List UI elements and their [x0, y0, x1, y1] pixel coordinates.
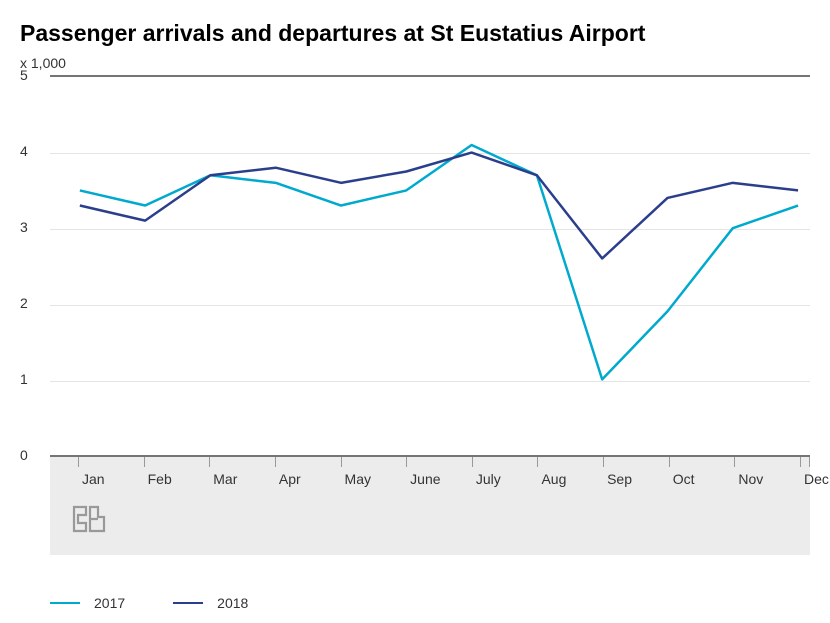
x-tick-mark: [341, 457, 342, 467]
x-tick-label: Feb: [148, 471, 172, 487]
chart-subtitle: x 1,000: [20, 55, 810, 71]
y-tick-label: 0: [20, 447, 28, 463]
x-tick-mark: [800, 457, 801, 467]
x-tick-mark: [537, 457, 538, 467]
plot-area: [50, 75, 810, 455]
x-tick-label: July: [476, 471, 501, 487]
chart: 012345 JanFebMarAprMayJuneJulyAugSepOctN…: [20, 75, 810, 515]
legend-swatch: [50, 602, 80, 605]
line-layer: [50, 77, 810, 455]
chart-title: Passenger arrivals and departures at St …: [20, 20, 810, 47]
x-tick-mark: [144, 457, 145, 467]
y-tick-label: 2: [20, 295, 28, 311]
x-tick-label: June: [410, 471, 440, 487]
x-tick-mark: [734, 457, 735, 467]
x-tick-label: Apr: [279, 471, 301, 487]
x-tick-label: May: [345, 471, 371, 487]
cbs-logo-icon: [72, 505, 108, 546]
legend-label: 2018: [217, 595, 248, 611]
x-tick-label: Mar: [213, 471, 237, 487]
y-tick-label: 5: [20, 67, 28, 83]
x-tick-label: Sep: [607, 471, 632, 487]
x-tick-label: Dec: [804, 471, 829, 487]
x-tick-label: Jan: [82, 471, 105, 487]
x-tick-label: Aug: [541, 471, 566, 487]
x-axis-footer: JanFebMarAprMayJuneJulyAugSepOctNovDec: [50, 455, 810, 555]
x-tick-mark: [472, 457, 473, 467]
x-tick-mark: [809, 457, 810, 467]
x-tick-mark: [406, 457, 407, 467]
x-tick-mark: [209, 457, 210, 467]
x-tick-mark: [78, 457, 79, 467]
y-axis: 012345: [20, 75, 50, 455]
y-tick-label: 1: [20, 371, 28, 387]
y-tick-label: 4: [20, 143, 28, 159]
series-line: [80, 145, 798, 379]
legend-label: 2017: [94, 595, 125, 611]
legend-item: 2018: [173, 595, 248, 611]
x-tick-mark: [275, 457, 276, 467]
x-tick-mark: [669, 457, 670, 467]
legend-swatch: [173, 602, 203, 605]
x-tick-label: Nov: [738, 471, 763, 487]
x-tick-mark: [603, 457, 604, 467]
x-tick-label: Oct: [673, 471, 695, 487]
legend: 2017 2018: [50, 595, 248, 611]
legend-item: 2017: [50, 595, 125, 611]
y-tick-label: 3: [20, 219, 28, 235]
